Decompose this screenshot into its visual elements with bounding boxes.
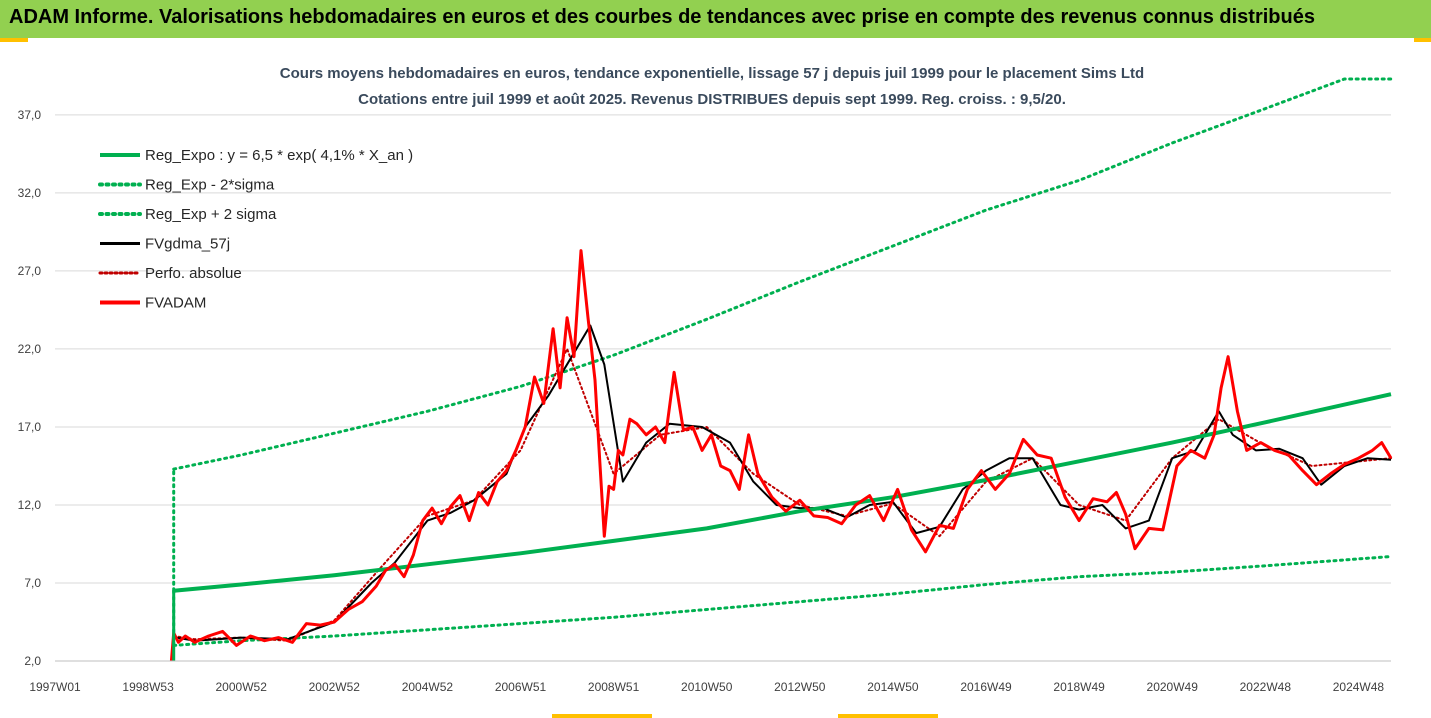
x-tick-label: 2020W49 <box>1147 680 1199 694</box>
x-tick-label: 1997W01 <box>29 680 81 694</box>
series-line <box>172 77 1393 471</box>
corner-mark-top-right <box>1414 38 1431 42</box>
x-tick-label: 2016W49 <box>960 680 1012 694</box>
corner-mark-bottom-a <box>552 714 652 718</box>
title-banner: ADAM Informe. Valorisations hebdomadaire… <box>0 0 1431 38</box>
y-tick-label: 12,0 <box>18 498 42 512</box>
series-line <box>172 347 1392 642</box>
y-tick-label: 27,0 <box>18 264 42 278</box>
grid <box>55 114 1391 662</box>
corner-mark-bottom-b <box>838 714 938 718</box>
x-tick-label: 2012W50 <box>774 680 826 694</box>
series-layer <box>169 77 1393 662</box>
y-tick-label: 2,0 <box>24 654 41 668</box>
x-tick-label: 2006W51 <box>495 680 547 694</box>
series-line <box>172 555 1393 647</box>
report-title: ADAM Informe. Valorisations hebdomadaire… <box>9 6 1315 28</box>
series-line <box>175 324 1392 642</box>
legend-label: FVADAM <box>145 295 206 312</box>
x-tick-label: 2018W49 <box>1053 680 1105 694</box>
y-tick-label: 17,0 <box>18 420 42 434</box>
x-tick-label: 2014W50 <box>867 680 919 694</box>
legend-label: Reg_Exp + 2 sigma <box>145 206 277 223</box>
y-tick-label: 7,0 <box>24 576 41 590</box>
y-tick-label: 22,0 <box>18 342 42 356</box>
legend: Reg_Expo : y = 6,5 * exp( 4,1% * X_an ) R… <box>98 147 413 312</box>
x-axis: 1997W01 1998W53 2000W52 2002W52 2004W52 2006W… <box>29 660 1391 694</box>
chart-title-line2: Cotations entre juil 1999 et août 2025. … <box>358 91 1066 108</box>
x-tick-label: 1998W53 <box>122 680 174 694</box>
chart-title-line1: Cours moyens hebdomadaires en euros, ten… <box>280 65 1144 82</box>
y-axis: 2,0 7,0 12,0 17,0 22,0 27,0 32,0 37,0 <box>18 108 42 668</box>
legend-label: Perfo. absolue <box>145 265 242 282</box>
y-tick-label: 37,0 <box>18 108 42 122</box>
corner-mark-top-left <box>0 38 28 42</box>
x-tick-label: 2004W52 <box>402 680 454 694</box>
x-tick-label: 2002W52 <box>309 680 361 694</box>
y-tick-label: 32,0 <box>18 186 42 200</box>
x-tick-label: 2022W48 <box>1240 680 1292 694</box>
series-line <box>169 249 1393 662</box>
x-tick-label: 2024W48 <box>1333 680 1385 694</box>
legend-label: Reg_Expo : y = 6,5 * exp( 4,1% * X_an ) <box>145 147 413 164</box>
chart: 2,07,012,017,022,027,032,037,0 1997W01 19… <box>18 65 1393 694</box>
x-tick-label: 2000W52 <box>216 680 268 694</box>
legend-label: FVgdma_57j <box>145 236 230 253</box>
x-tick-label: 2010W50 <box>681 680 733 694</box>
legend-label: Reg_Exp - 2*sigma <box>145 177 275 194</box>
series-line <box>173 392 1392 593</box>
x-tick-label: 2008W51 <box>588 680 640 694</box>
